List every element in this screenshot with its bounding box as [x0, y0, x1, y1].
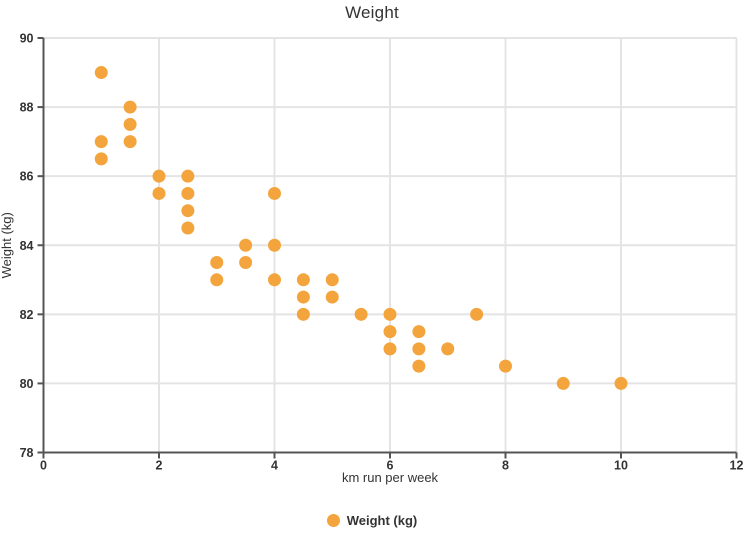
data-point[interactable]	[94, 66, 108, 80]
data-point[interactable]	[470, 307, 484, 321]
data-point[interactable]	[210, 273, 224, 287]
data-point[interactable]	[383, 342, 397, 356]
data-point[interactable]	[412, 359, 426, 373]
y-tick-label: 84	[20, 239, 34, 253]
data-point[interactable]	[210, 256, 224, 270]
x-tick-label: 8	[502, 459, 509, 473]
x-tick-label: 2	[156, 459, 163, 473]
data-point[interactable]	[123, 117, 137, 131]
data-point[interactable]	[441, 342, 455, 356]
y-tick-label: 80	[20, 377, 34, 391]
data-point[interactable]	[325, 273, 339, 287]
legend-label: Weight (kg)	[346, 512, 418, 528]
data-point[interactable]	[296, 290, 310, 304]
data-point[interactable]	[268, 273, 281, 287]
legend[interactable]: Weight (kg)	[0, 512, 744, 528]
chart-title: Weight	[345, 3, 399, 22]
data-point[interactable]	[354, 307, 368, 321]
data-point[interactable]	[94, 135, 108, 149]
data-point[interactable]	[412, 325, 426, 339]
data-point[interactable]	[325, 290, 339, 304]
data-point[interactable]	[239, 256, 253, 270]
data-point[interactable]	[152, 169, 166, 183]
data-point[interactable]	[383, 325, 397, 339]
data-point[interactable]	[181, 204, 195, 218]
data-point[interactable]	[239, 238, 253, 252]
data-point[interactable]	[181, 221, 195, 235]
x-tick-label: 10	[614, 459, 628, 473]
y-tick-label: 78	[20, 446, 34, 460]
legend-marker-icon	[326, 513, 340, 527]
data-point[interactable]	[152, 186, 166, 200]
data-point[interactable]	[181, 186, 195, 200]
data-point[interactable]	[268, 186, 281, 200]
data-point[interactable]	[268, 238, 281, 252]
x-tick-label: 4	[271, 459, 278, 473]
data-point[interactable]	[614, 376, 628, 390]
y-tick-label: 86	[20, 170, 34, 184]
data-point[interactable]	[123, 100, 137, 114]
x-tick-label: 0	[40, 459, 47, 473]
data-point[interactable]	[123, 135, 137, 149]
y-tick-label: 88	[20, 101, 34, 115]
data-point[interactable]	[383, 307, 397, 321]
y-tick-label: 82	[20, 308, 34, 322]
y-tick-label: 90	[20, 32, 34, 46]
x-tick-label: 6	[387, 459, 394, 473]
x-axis-title: km run per week	[342, 470, 439, 485]
y-axis-title: Weight (kg)	[0, 212, 14, 278]
data-point[interactable]	[94, 152, 108, 166]
data-point[interactable]	[296, 273, 310, 287]
data-point[interactable]	[412, 342, 426, 356]
data-point[interactable]	[556, 376, 570, 390]
x-tick-label: 12	[730, 459, 744, 473]
data-point[interactable]	[181, 169, 195, 183]
data-point[interactable]	[296, 307, 310, 321]
data-point[interactable]	[499, 359, 512, 373]
